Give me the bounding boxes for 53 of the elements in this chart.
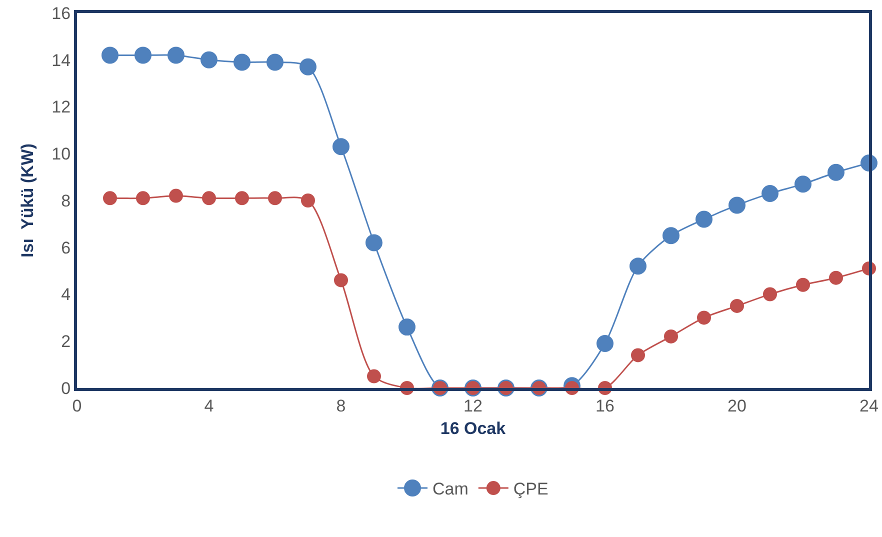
point	[398, 318, 416, 336]
point	[596, 334, 614, 352]
point	[366, 234, 382, 252]
point	[134, 46, 152, 64]
point	[266, 54, 284, 71]
point	[300, 58, 316, 76]
point	[763, 287, 777, 302]
point	[829, 270, 843, 285]
legend-label: Cam	[432, 480, 468, 499]
x-tick-label: 16	[596, 396, 614, 416]
point	[268, 191, 282, 206]
point	[662, 227, 680, 244]
x-tick-label: 12	[464, 396, 482, 416]
point	[102, 46, 118, 64]
y-tick-label: 4	[61, 285, 71, 304]
point	[235, 191, 249, 206]
point	[796, 278, 810, 292]
y-axis-title: Isı Yükü (KW)	[18, 144, 38, 258]
y-tick-label: 8	[61, 191, 71, 210]
y-tick-label: 10	[52, 144, 71, 164]
point	[828, 164, 844, 181]
x-axis-title: 16 Ocak	[440, 418, 506, 438]
point	[103, 191, 117, 206]
y-tick-label: 6	[61, 238, 71, 258]
x-tick-label: 4	[204, 396, 214, 416]
point	[730, 298, 744, 313]
y-tick-label: 14	[52, 50, 71, 70]
point	[664, 329, 678, 344]
point	[367, 369, 381, 384]
y-tick-label: 2	[61, 332, 71, 352]
legend-label: ÇPE	[513, 480, 548, 499]
point	[168, 46, 184, 64]
point	[202, 191, 216, 206]
x-tick-label: 8	[336, 396, 346, 416]
point	[169, 188, 183, 203]
point	[696, 210, 712, 228]
point	[332, 138, 350, 156]
point	[631, 348, 645, 362]
y-tick-label: 16	[52, 4, 71, 23]
point	[794, 176, 812, 193]
point	[136, 191, 150, 206]
point	[334, 273, 348, 288]
point	[200, 51, 218, 68]
point	[234, 54, 250, 71]
point	[301, 194, 315, 208]
y-tick-label: 0	[61, 378, 71, 398]
point	[630, 258, 646, 275]
point	[697, 310, 711, 325]
point	[728, 196, 746, 214]
point	[762, 184, 778, 202]
y-tick-label: 12	[52, 98, 71, 117]
x-tick-label: 24	[860, 396, 878, 416]
x-tick-label: 20	[728, 396, 746, 416]
